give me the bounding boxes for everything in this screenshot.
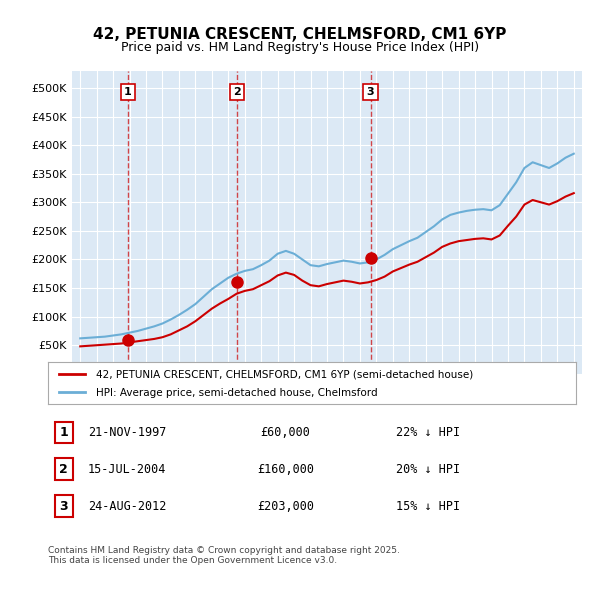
Text: 3: 3 [59,500,68,513]
Text: 15% ↓ HPI: 15% ↓ HPI [396,500,460,513]
Text: 42, PETUNIA CRESCENT, CHELMSFORD, CM1 6YP (semi-detached house): 42, PETUNIA CRESCENT, CHELMSFORD, CM1 6Y… [95,369,473,379]
Text: 1: 1 [124,87,131,97]
Text: 24-AUG-2012: 24-AUG-2012 [88,500,166,513]
Text: 22% ↓ HPI: 22% ↓ HPI [396,426,460,439]
Text: 2: 2 [233,87,241,97]
Text: 1: 1 [59,426,68,439]
Text: Price paid vs. HM Land Registry's House Price Index (HPI): Price paid vs. HM Land Registry's House … [121,41,479,54]
Text: £160,000: £160,000 [257,463,314,476]
Text: 2: 2 [59,463,68,476]
Text: £203,000: £203,000 [257,500,314,513]
Text: 21-NOV-1997: 21-NOV-1997 [88,426,166,439]
Text: 20% ↓ HPI: 20% ↓ HPI [396,463,460,476]
Text: 3: 3 [367,87,374,97]
Text: £60,000: £60,000 [260,426,311,439]
Text: HPI: Average price, semi-detached house, Chelmsford: HPI: Average price, semi-detached house,… [95,388,377,398]
Text: 15-JUL-2004: 15-JUL-2004 [88,463,166,476]
Text: 42, PETUNIA CRESCENT, CHELMSFORD, CM1 6YP: 42, PETUNIA CRESCENT, CHELMSFORD, CM1 6Y… [94,27,506,41]
Text: Contains HM Land Registry data © Crown copyright and database right 2025.
This d: Contains HM Land Registry data © Crown c… [48,546,400,565]
